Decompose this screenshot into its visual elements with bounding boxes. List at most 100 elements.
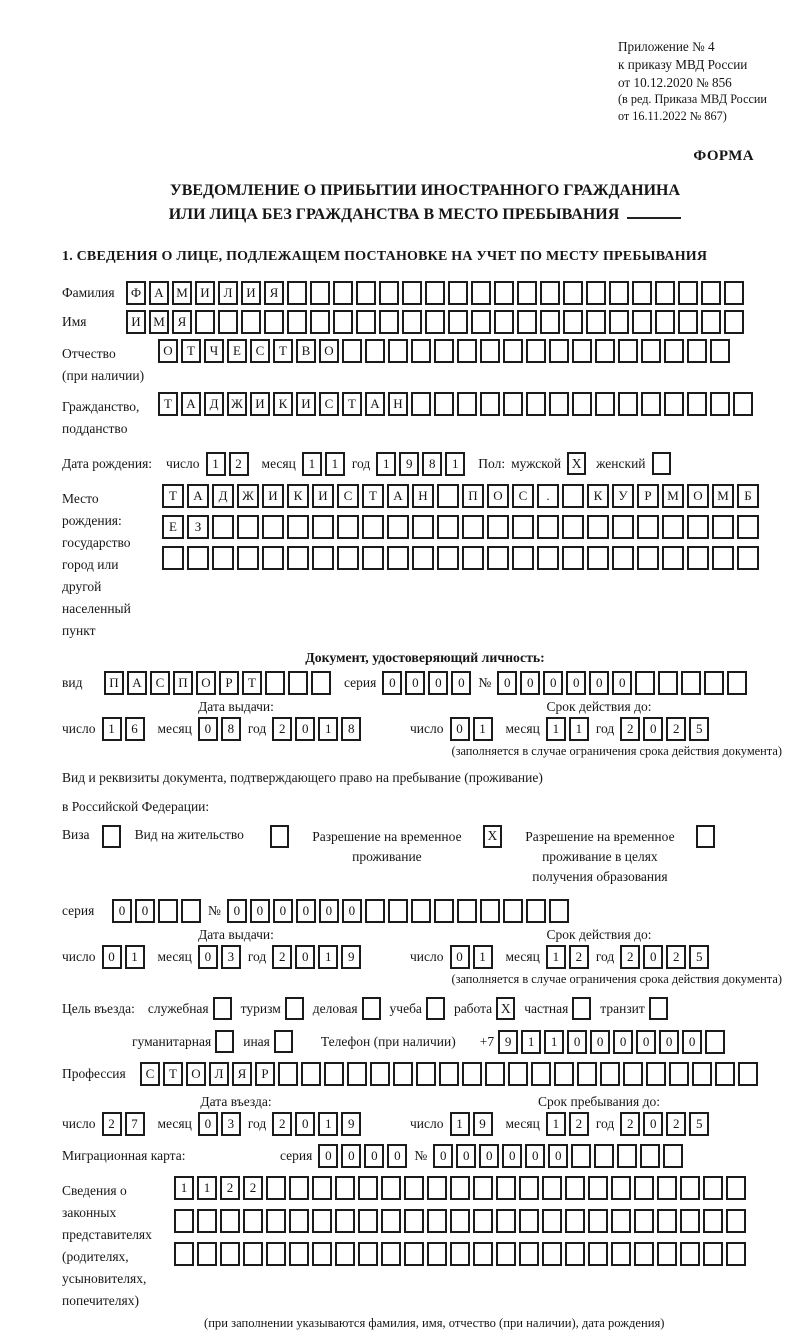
char-box[interactable] bbox=[655, 310, 675, 335]
char-box[interactable] bbox=[710, 339, 730, 364]
char-box[interactable] bbox=[243, 1209, 263, 1234]
char-box[interactable] bbox=[519, 1242, 539, 1267]
char-box[interactable] bbox=[687, 546, 709, 571]
temporary-residence-education-checkbox[interactable] bbox=[695, 824, 715, 848]
visa-checkbox[interactable] bbox=[101, 824, 121, 848]
char-box[interactable] bbox=[379, 281, 399, 306]
char-box[interactable]: Я bbox=[172, 310, 192, 335]
char-box[interactable] bbox=[618, 339, 638, 364]
char-box[interactable] bbox=[289, 1242, 309, 1267]
char-box[interactable]: П bbox=[462, 484, 484, 509]
char-box[interactable]: О bbox=[196, 671, 216, 696]
char-box[interactable]: Т bbox=[181, 339, 201, 364]
char-box[interactable] bbox=[457, 339, 477, 364]
char-box[interactable]: К bbox=[587, 484, 609, 509]
char-box[interactable]: 1 bbox=[545, 945, 566, 970]
char-box[interactable]: Д bbox=[212, 484, 234, 509]
char-box[interactable]: 0 bbox=[612, 671, 633, 696]
char-box[interactable] bbox=[563, 281, 583, 306]
representatives-row2-boxes[interactable] bbox=[174, 1209, 749, 1234]
char-box[interactable] bbox=[658, 671, 679, 696]
char-box[interactable] bbox=[312, 515, 334, 540]
char-box[interactable]: И bbox=[250, 392, 270, 417]
char-box[interactable]: П bbox=[173, 671, 193, 696]
char-box[interactable]: Р bbox=[219, 671, 239, 696]
char-box[interactable]: 0 bbox=[659, 1030, 680, 1055]
char-box[interactable]: 0 bbox=[341, 1144, 362, 1169]
char-box[interactable]: 0 bbox=[295, 1112, 316, 1137]
char-box[interactable] bbox=[611, 1209, 631, 1234]
char-box[interactable] bbox=[692, 1062, 712, 1087]
char-box[interactable] bbox=[262, 515, 284, 540]
char-box[interactable]: О bbox=[158, 339, 178, 364]
char-box[interactable] bbox=[335, 1209, 355, 1234]
char-box[interactable] bbox=[727, 671, 748, 696]
char-box[interactable]: 0 bbox=[318, 1144, 339, 1169]
char-box[interactable] bbox=[335, 1242, 355, 1267]
char-box[interactable]: В bbox=[296, 339, 316, 364]
char-box[interactable] bbox=[663, 1144, 684, 1169]
char-box[interactable] bbox=[266, 1242, 286, 1267]
char-box[interactable] bbox=[586, 310, 606, 335]
char-box[interactable] bbox=[278, 1062, 298, 1087]
char-box[interactable]: 0 bbox=[197, 945, 218, 970]
char-box[interactable] bbox=[611, 1242, 631, 1267]
char-box[interactable] bbox=[525, 899, 546, 924]
char-box[interactable] bbox=[738, 1062, 758, 1087]
char-box[interactable]: Я bbox=[232, 1062, 252, 1087]
char-box[interactable]: О bbox=[487, 484, 509, 509]
char-box[interactable] bbox=[287, 310, 307, 335]
char-box[interactable]: 0 bbox=[520, 671, 541, 696]
char-box[interactable]: И bbox=[262, 484, 284, 509]
char-box[interactable]: П bbox=[104, 671, 124, 696]
birth-place-row3-boxes[interactable] bbox=[162, 546, 762, 571]
char-box[interactable] bbox=[243, 1242, 263, 1267]
char-box[interactable]: 2 bbox=[228, 452, 249, 477]
char-box[interactable] bbox=[427, 1209, 447, 1234]
char-box[interactable] bbox=[264, 310, 284, 335]
char-box[interactable] bbox=[174, 1242, 194, 1267]
char-box[interactable] bbox=[174, 1209, 194, 1234]
char-box[interactable] bbox=[212, 515, 234, 540]
char-box[interactable] bbox=[496, 1176, 516, 1201]
char-box[interactable] bbox=[724, 310, 744, 335]
char-box[interactable] bbox=[448, 310, 468, 335]
char-box[interactable] bbox=[356, 310, 376, 335]
char-box[interactable] bbox=[262, 546, 284, 571]
char-box[interactable] bbox=[212, 546, 234, 571]
char-box[interactable] bbox=[402, 281, 422, 306]
char-box[interactable] bbox=[519, 1209, 539, 1234]
char-box[interactable] bbox=[669, 1062, 689, 1087]
char-box[interactable]: 0 bbox=[590, 1030, 611, 1055]
char-box[interactable] bbox=[381, 1242, 401, 1267]
char-box[interactable] bbox=[704, 671, 725, 696]
char-box[interactable]: 2 bbox=[272, 945, 293, 970]
char-box[interactable] bbox=[612, 515, 634, 540]
char-box[interactable] bbox=[595, 392, 615, 417]
char-box[interactable] bbox=[623, 1062, 643, 1087]
char-box[interactable]: А bbox=[181, 392, 201, 417]
char-box[interactable]: 0 bbox=[295, 717, 316, 742]
char-box[interactable] bbox=[540, 281, 560, 306]
char-box[interactable]: 0 bbox=[456, 1144, 477, 1169]
char-box[interactable] bbox=[312, 546, 334, 571]
char-box[interactable] bbox=[724, 281, 744, 306]
char-box[interactable] bbox=[312, 1176, 332, 1201]
char-box[interactable] bbox=[448, 281, 468, 306]
char-box[interactable]: 0 bbox=[636, 1030, 657, 1055]
char-box[interactable] bbox=[473, 1242, 493, 1267]
char-box[interactable]: 1 bbox=[568, 717, 589, 742]
char-box[interactable] bbox=[411, 392, 431, 417]
char-box[interactable] bbox=[508, 1062, 528, 1087]
char-box[interactable]: 1 bbox=[101, 717, 122, 742]
